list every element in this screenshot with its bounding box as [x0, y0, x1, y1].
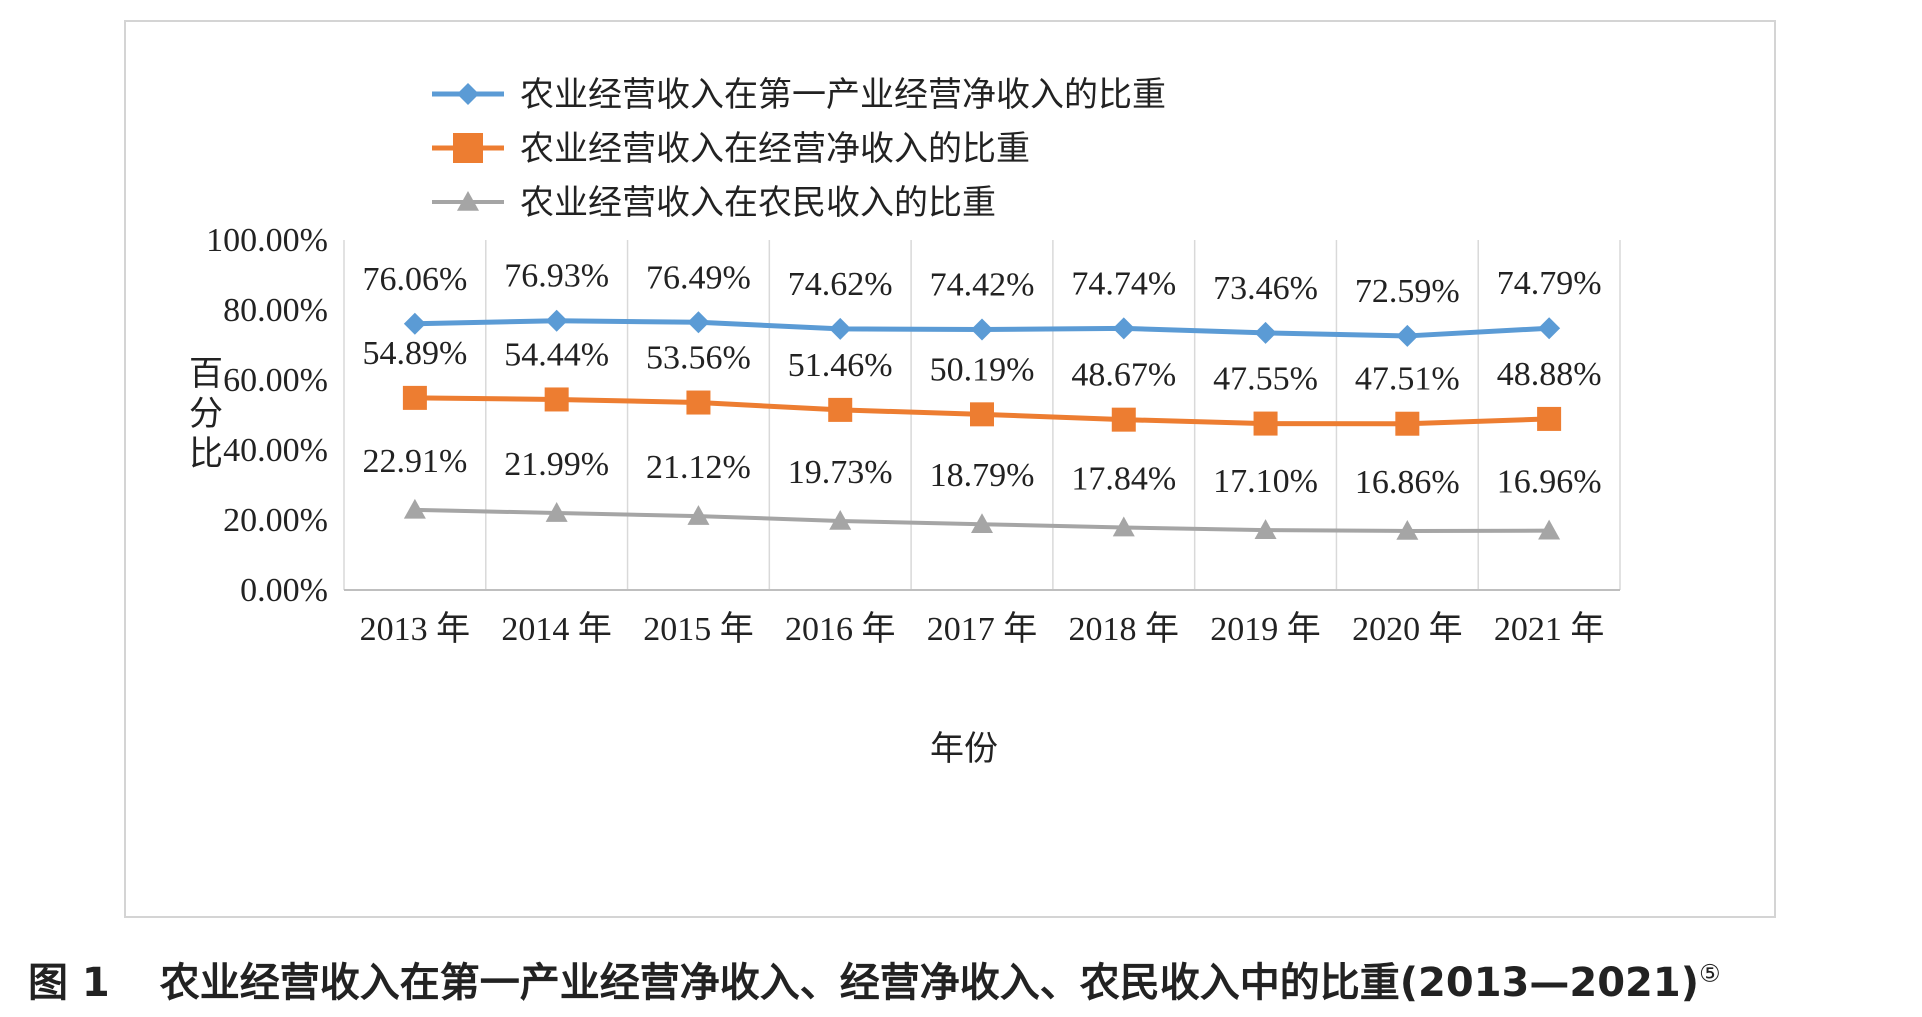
series-1: 76.06% 76.93% 76.49% 74.62% 74.42% 74.74% 73.4…: [362, 258, 1602, 347]
data-point: [1112, 516, 1135, 537]
data-point: [403, 498, 426, 519]
x-tick-label: 2021 年: [1494, 610, 1605, 648]
data-label: 76.06%: [362, 261, 467, 298]
data-point: [1253, 411, 1278, 436]
y-tick-label: 80.00%: [223, 292, 328, 329]
legend-label: 农业经营收入在农民收入的比重: [520, 183, 996, 223]
data-label: 74.62%: [788, 266, 893, 303]
data-label: 54.89%: [362, 335, 467, 372]
x-tick-label: 2019 年: [1210, 610, 1321, 648]
data-label: 73.46%: [1213, 270, 1318, 307]
x-tick-label: 2017 年: [927, 610, 1038, 648]
data-label: 74.74%: [1071, 265, 1176, 302]
y-tick-label: 60.00%: [223, 362, 328, 399]
data-label: 21.99%: [504, 446, 609, 483]
data-label: 76.93%: [504, 258, 609, 295]
data-point: [687, 311, 710, 334]
data-point: [1111, 407, 1136, 432]
legend-marker: [457, 83, 479, 105]
data-point: [971, 318, 993, 341]
x-tick-label: 2014 年: [501, 610, 612, 648]
data-point: [1537, 406, 1562, 431]
y-tick-label: 20.00%: [223, 502, 328, 539]
legend-label: 农业经营收入在第一产业经营净收入的比重: [520, 75, 1166, 115]
data-label: 16.96%: [1497, 464, 1602, 501]
x-tick-label: 2020 年: [1352, 610, 1463, 648]
legend-marker: [457, 191, 479, 211]
data-label: 22.91%: [362, 443, 467, 480]
y-tick-label: 100.00%: [206, 222, 328, 259]
data-point: [545, 309, 568, 332]
data-label: 72.59%: [1355, 273, 1460, 310]
y-tick-label: 0.00%: [240, 572, 328, 609]
data-label: 47.55%: [1213, 361, 1318, 398]
series-2: 54.89% 54.44% 53.56% 51.46% 50.19% 48.67% 47.5…: [362, 335, 1602, 436]
legend-item-2: 农业经营收入在经营净收入的比重: [432, 129, 1030, 169]
axes: 0.00% 20.00% 40.00% 60.00% 80.00% 100.00% 2013…: [206, 222, 1620, 648]
figure-number: 图 1: [28, 960, 110, 1006]
data-point: [402, 385, 427, 410]
data-point: [971, 513, 993, 534]
footnote-mark: ⑤: [1698, 959, 1721, 988]
series-3: 22.91% 21.99% 21.12% 19.73% 18.79% 17.84% 17.1…: [362, 443, 1602, 540]
chart-frame: 农业经营收入在第一产业经营净收入的比重 农业经营收入在经营净收入的比重 农业经营收入…: [124, 20, 1776, 918]
data-label: 17.10%: [1213, 463, 1318, 500]
legend: 农业经营收入在第一产业经营净收入的比重农业经营收入在经营净收入的比重农业经营收入…: [432, 75, 1166, 223]
data-label: 76.49%: [646, 259, 751, 296]
data-point: [403, 312, 426, 335]
data-point: [1254, 321, 1277, 344]
legend-item-3: 农业经营收入在农民收入的比重: [432, 183, 996, 223]
data-point: [545, 502, 568, 522]
data-point: [1538, 317, 1561, 340]
caption-text: 农业经营收入在第一产业经营净收入、经营净收入、农民收入中的比重(2013—202…: [159, 960, 1699, 1006]
x-tick-label: 2018 年: [1069, 610, 1180, 648]
x-tick-label: 2016 年: [785, 610, 896, 648]
data-label: 51.46%: [788, 347, 893, 384]
data-point: [829, 317, 852, 340]
data-label: 21.12%: [646, 449, 751, 486]
data-point: [970, 402, 994, 427]
data-label: 74.42%: [930, 267, 1035, 304]
data-point: [1538, 519, 1561, 540]
data-label: 18.79%: [930, 457, 1035, 494]
data-label: 54.44%: [504, 336, 609, 373]
data-point: [829, 509, 852, 530]
x-tick-label: 2015 年: [643, 610, 754, 648]
data-point: [686, 390, 711, 415]
data-label: 50.19%: [930, 351, 1035, 388]
x-tick-label: 2013 年: [360, 610, 471, 648]
y-axis-title: 百分比: [189, 354, 223, 474]
data-point: [1254, 519, 1277, 539]
data-label: 53.56%: [646, 340, 751, 377]
data-point: [1396, 519, 1419, 540]
data-label: 17.84%: [1071, 461, 1176, 498]
data-label: 74.79%: [1497, 265, 1602, 302]
data-label: 47.51%: [1355, 361, 1460, 398]
y-tick-label: 40.00%: [223, 432, 328, 469]
data-point: [544, 387, 569, 412]
data-point: [828, 397, 853, 422]
data-label: 48.67%: [1071, 357, 1176, 394]
line-chart: 农业经营收入在第一产业经营净收入的比重农业经营收入在经营净收入的比重农业经营收入…: [189, 75, 1621, 769]
data-point: [1396, 324, 1419, 347]
data-label: 48.88%: [1497, 356, 1602, 393]
figure-caption: 图 1 农业经营收入在第一产业经营净收入、经营净收入、农民收入中的比重(2013—…: [28, 950, 1908, 1008]
data-point: [1395, 411, 1420, 436]
data-label: 19.73%: [788, 454, 893, 491]
legend-marker: [453, 133, 483, 163]
data-label: 16.86%: [1355, 464, 1460, 501]
data-point: [1112, 317, 1135, 340]
x-axis-title: 年份: [930, 729, 998, 769]
series-layer: 76.06% 76.93% 76.49% 74.62% 74.42% 74.74% 73.4…: [362, 258, 1602, 540]
data-point: [687, 505, 710, 525]
legend-item-1: 农业经营收入在第一产业经营净收入的比重: [432, 75, 1166, 115]
legend-label: 农业经营收入在经营净收入的比重: [520, 129, 1030, 169]
